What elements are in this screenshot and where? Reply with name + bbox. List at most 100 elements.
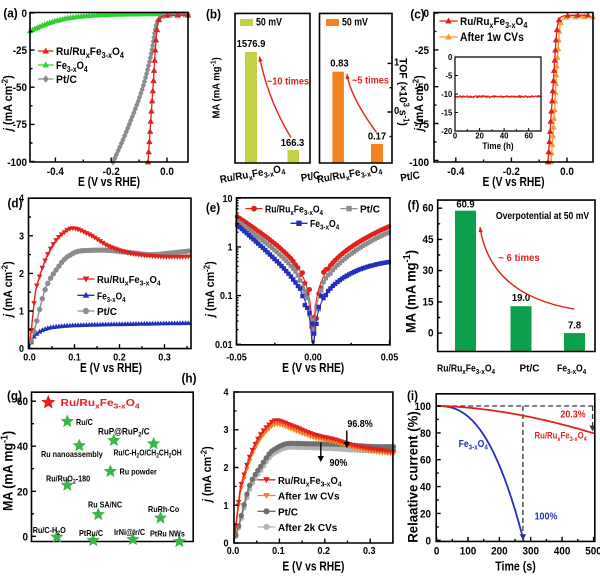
svg-text:90%: 90% [330, 457, 348, 469]
svg-text:50 mV: 50 mV [256, 17, 282, 29]
svg-text:60.9: 60.9 [456, 199, 475, 211]
svg-text:After 2k CVs: After 2k CVs [278, 523, 338, 534]
svg-text:0: 0 [448, 52, 453, 61]
svg-text:19.0: 19.0 [512, 293, 531, 305]
svg-text:Pt/C: Pt/C [360, 204, 381, 215]
svg-text:20: 20 [17, 487, 28, 499]
svg-text:E (V vs RHE): E (V vs RHE) [282, 561, 344, 574]
svg-text:-25: -25 [415, 46, 429, 58]
svg-text:0: 0 [423, 9, 429, 21]
svg-text:Relaative current (%): Relaative current (%) [405, 411, 420, 543]
svg-text:-10: -10 [441, 89, 453, 98]
svg-text:E (V vs RHE): E (V vs RHE) [282, 362, 344, 375]
svg-text:Pt/C: Pt/C [520, 363, 541, 374]
svg-text:100: 100 [414, 402, 431, 414]
svg-text:-100: -100 [409, 158, 429, 170]
svg-text:20: 20 [420, 509, 431, 521]
svg-text:Ru/C-H2O/CH2CH2OH: Ru/C-H2O/CH2CH2OH [114, 448, 183, 460]
svg-text:Pt/C: Pt/C [97, 307, 118, 318]
svg-text:40: 40 [17, 442, 28, 454]
svg-text:0.05: 0.05 [381, 352, 399, 364]
svg-text:4: 4 [19, 193, 25, 205]
svg-text:Pt/C: Pt/C [278, 507, 299, 518]
svg-text:Ru/RuO2-180: Ru/RuO2-180 [46, 474, 91, 486]
svg-text:-50: -50 [13, 83, 27, 95]
svg-text:60: 60 [524, 131, 533, 140]
svg-text:Overpotential at 50 mV: Overpotential at 50 mV [496, 210, 590, 222]
svg-text:80: 80 [420, 428, 431, 440]
svg-text:-0.2: -0.2 [103, 167, 120, 179]
svg-text:j (mA cm-2): j (mA cm-2) [202, 261, 217, 319]
svg-text:Ru/RuxFe3-xO4: Ru/RuxFe3-xO4 [56, 46, 125, 60]
svg-text:RuRh-Co: RuRh-Co [148, 504, 179, 514]
svg-text:0: 0 [19, 344, 24, 356]
svg-text:Fe3-xO4: Fe3-xO4 [97, 290, 126, 304]
svg-text:Ru/C-H2O: Ru/C-H2O [33, 525, 66, 537]
svg-text:Fe3-xO4: Fe3-xO4 [557, 363, 586, 377]
svg-text:Time (h): Time (h) [482, 140, 513, 151]
svg-text:Ru/RuxFe3-xO4: Ru/RuxFe3-xO4 [61, 398, 141, 411]
svg-text:0.0: 0.0 [23, 352, 36, 364]
svg-text:0: 0 [394, 106, 400, 118]
svg-text:3: 3 [19, 231, 24, 243]
svg-text:10: 10 [222, 193, 232, 205]
svg-text:4: 4 [223, 387, 229, 399]
svg-text:Ru/RuxFe3-xO4: Ru/RuxFe3-xO4 [460, 15, 528, 30]
svg-text:After 1w CVs: After 1w CVs [460, 32, 524, 45]
svg-text:200: 200 [491, 546, 508, 558]
svg-text:0.1: 0.1 [272, 545, 285, 557]
svg-text:500: 500 [585, 546, 600, 558]
svg-text:Ru SA/NC: Ru SA/NC [88, 500, 122, 510]
svg-text:-0.4: -0.4 [447, 167, 464, 179]
svg-text:j (mA cm-2): j (mA cm-2) [0, 261, 15, 319]
svg-text:j (mA cm-2): j (mA cm-2) [411, 75, 426, 133]
svg-text:0.3: 0.3 [363, 545, 376, 557]
svg-text:20: 20 [475, 131, 484, 140]
svg-text:0: 0 [21, 9, 27, 21]
svg-text:1: 1 [394, 57, 400, 69]
svg-text:(d): (d) [8, 196, 23, 211]
svg-text:E (V vs RHE): E (V vs RHE) [78, 176, 140, 189]
svg-text:15: 15 [422, 297, 433, 309]
svg-text:30: 30 [422, 266, 433, 278]
svg-text:-0.05: -0.05 [226, 352, 247, 364]
svg-text:0.0: 0.0 [560, 167, 574, 179]
svg-text:0.1: 0.1 [220, 291, 233, 303]
svg-text:1: 1 [223, 500, 229, 512]
svg-text:60: 60 [422, 203, 433, 215]
svg-text:0.17: 0.17 [368, 131, 387, 143]
svg-text:Pt/C: Pt/C [56, 74, 77, 86]
svg-text:0.2: 0.2 [113, 352, 126, 364]
svg-text:Fe3-xO4: Fe3-xO4 [56, 60, 88, 74]
svg-text:0: 0 [223, 538, 228, 550]
svg-text:Ru/C: Ru/C [76, 417, 93, 427]
svg-text:-0.4: -0.4 [47, 167, 64, 179]
svg-text:MA (mA mg-1): MA (mA mg-1) [0, 431, 16, 511]
svg-text:Ru/RuxFe3-xO4: Ru/RuxFe3-xO4 [97, 275, 161, 288]
svg-text:Fe3-xO4: Fe3-xO4 [459, 438, 488, 452]
svg-text:0: 0 [425, 536, 431, 548]
svg-text:(f): (f) [408, 198, 420, 213]
svg-text:j (mA cm-2): j (mA cm-2) [0, 75, 15, 133]
svg-text:2: 2 [19, 268, 24, 280]
svg-text:MA (mA mg-1): MA (mA mg-1) [402, 250, 419, 333]
svg-text:RuP@RuP2/C: RuP@RuP2/C [98, 426, 150, 439]
svg-text:E (V vs RHE): E (V vs RHE) [482, 176, 544, 189]
svg-text:(h): (h) [182, 371, 197, 386]
svg-text:-25: -25 [13, 46, 27, 58]
svg-text:~10 times: ~10 times [267, 76, 309, 87]
svg-text:0: 0 [453, 131, 458, 140]
svg-text:20.3%: 20.3% [560, 409, 586, 421]
svg-text:0.0: 0.0 [227, 545, 240, 557]
svg-text:-50: -50 [415, 83, 429, 95]
svg-text:(e): (e) [206, 200, 220, 215]
svg-text:2: 2 [223, 463, 228, 475]
svg-text:E (V vs RHE): E (V vs RHE) [80, 362, 142, 375]
svg-text:3: 3 [223, 425, 228, 437]
svg-text:100%: 100% [535, 511, 558, 523]
svg-text:0.00: 0.00 [304, 352, 322, 364]
svg-text:1576.9: 1576.9 [237, 39, 266, 51]
svg-text:(b): (b) [206, 7, 221, 22]
svg-text:After 1w CVs: After 1w CVs [278, 491, 340, 502]
svg-text:PtRu/C: PtRu/C [79, 528, 103, 538]
